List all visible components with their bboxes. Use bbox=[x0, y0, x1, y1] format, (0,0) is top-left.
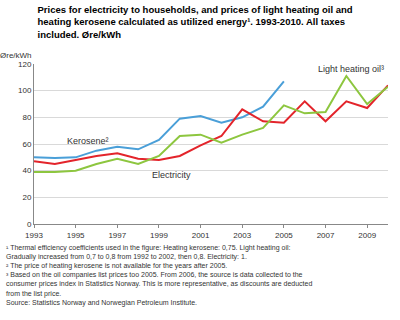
svg-text:Electricity: Electricity bbox=[152, 170, 191, 180]
svg-text:120: 120 bbox=[18, 60, 32, 69]
svg-text:2007: 2007 bbox=[317, 231, 335, 240]
svg-text:2001: 2001 bbox=[192, 231, 210, 240]
svg-text:20: 20 bbox=[22, 193, 31, 202]
svg-text:80: 80 bbox=[22, 113, 31, 122]
svg-text:1999: 1999 bbox=[150, 231, 168, 240]
svg-text:¹ Thermal efficiency coefficie: ¹ Thermal efficiency coefficients used i… bbox=[6, 244, 312, 307]
svg-text:2003: 2003 bbox=[233, 231, 251, 240]
svg-text:1993: 1993 bbox=[25, 231, 43, 240]
svg-text:Light heating oil³: Light heating oil³ bbox=[318, 64, 384, 74]
svg-text:Øre/kWh: Øre/kWh bbox=[0, 51, 32, 60]
svg-text:2009: 2009 bbox=[358, 231, 376, 240]
svg-text:100: 100 bbox=[18, 86, 32, 95]
svg-text:1995: 1995 bbox=[67, 231, 85, 240]
svg-text:40: 40 bbox=[22, 166, 31, 175]
svg-text:60: 60 bbox=[22, 140, 31, 149]
svg-text:0: 0 bbox=[27, 220, 32, 229]
svg-text:Kerosene²: Kerosene² bbox=[67, 136, 109, 146]
svg-text:2005: 2005 bbox=[275, 231, 293, 240]
svg-text:1997: 1997 bbox=[108, 231, 126, 240]
svg-text:Prices for electricity to hous: Prices for electricity to households, an… bbox=[38, 4, 353, 40]
